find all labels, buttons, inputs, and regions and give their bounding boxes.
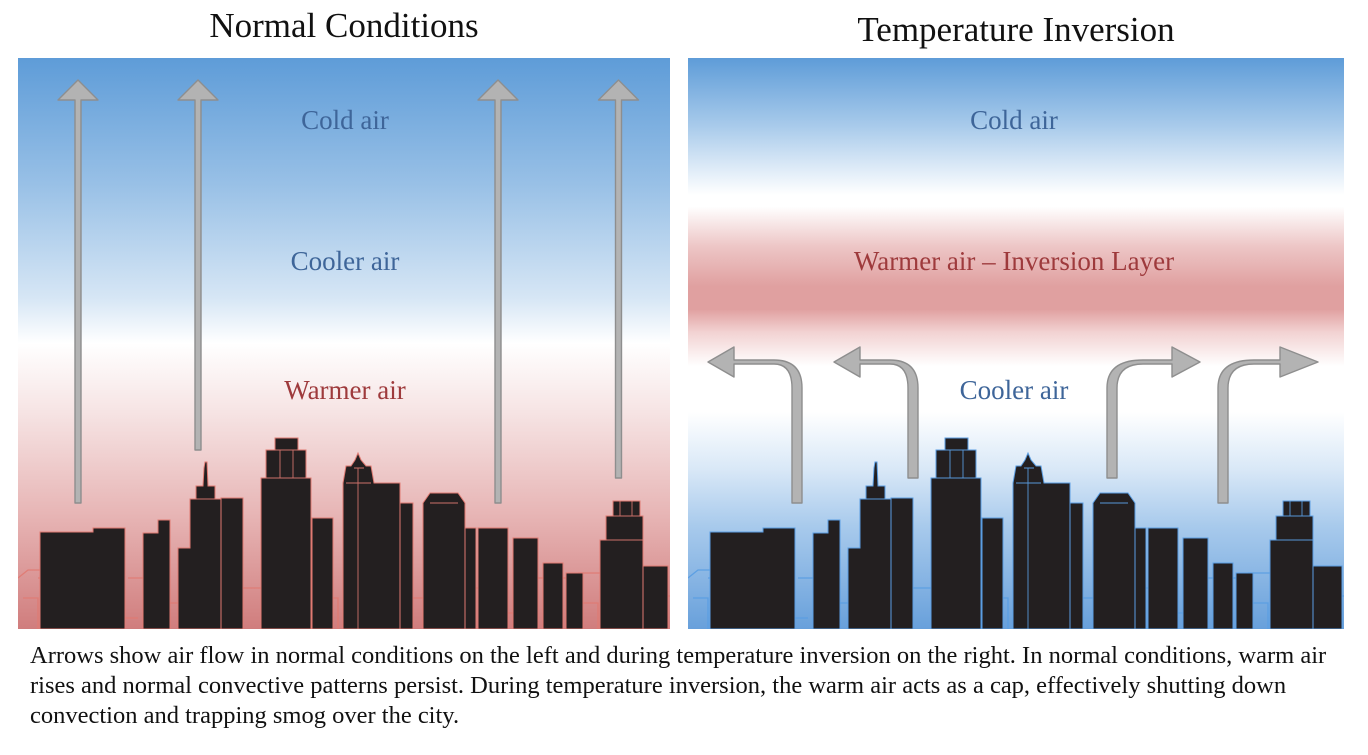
rising-arrow-2 — [177, 79, 219, 451]
temperature-inversion-title: Temperature Inversion — [857, 10, 1175, 49]
deflected-arrow-left-2 — [833, 346, 919, 479]
skyline-right — [688, 437, 1344, 629]
cold-air-label: Cold air — [301, 105, 389, 135]
normal-conditions-drawing — [18, 79, 670, 629]
deflected-arrow-right-1 — [1106, 346, 1201, 479]
inversion-layer-label: Warmer air – Inversion Layer — [853, 246, 1175, 276]
normal-conditions-title: Normal Conditions — [209, 6, 479, 45]
deflected-arrow-right-2 — [1217, 346, 1319, 504]
temperature-inversion-drawing — [688, 346, 1344, 629]
rising-arrow-3 — [477, 79, 519, 504]
cooler-air-label: Cooler air — [290, 246, 400, 276]
cooler-air-label-right: Cooler air — [959, 375, 1069, 405]
skyline-left — [18, 437, 670, 629]
rising-arrow-1 — [57, 79, 99, 504]
deflected-air-arrows — [707, 346, 1319, 504]
temperature-inversion-panel: Cold air Warmer air – Inversion Layer Co… — [688, 58, 1344, 629]
normal-conditions-panel: Cold air Cooler air Warmer air — [18, 58, 670, 629]
cold-air-label-right: Cold air — [970, 105, 1058, 135]
rising-air-arrows — [57, 79, 640, 504]
skyline-buildings-left — [39, 437, 669, 629]
deflected-arrow-left-1 — [707, 346, 803, 504]
warmer-air-label: Warmer air — [284, 375, 406, 405]
skyline-buildings-right — [709, 437, 1343, 629]
rising-arrow-4 — [597, 79, 640, 479]
figure-caption: Arrows show air flow in normal condition… — [30, 642, 1327, 729]
